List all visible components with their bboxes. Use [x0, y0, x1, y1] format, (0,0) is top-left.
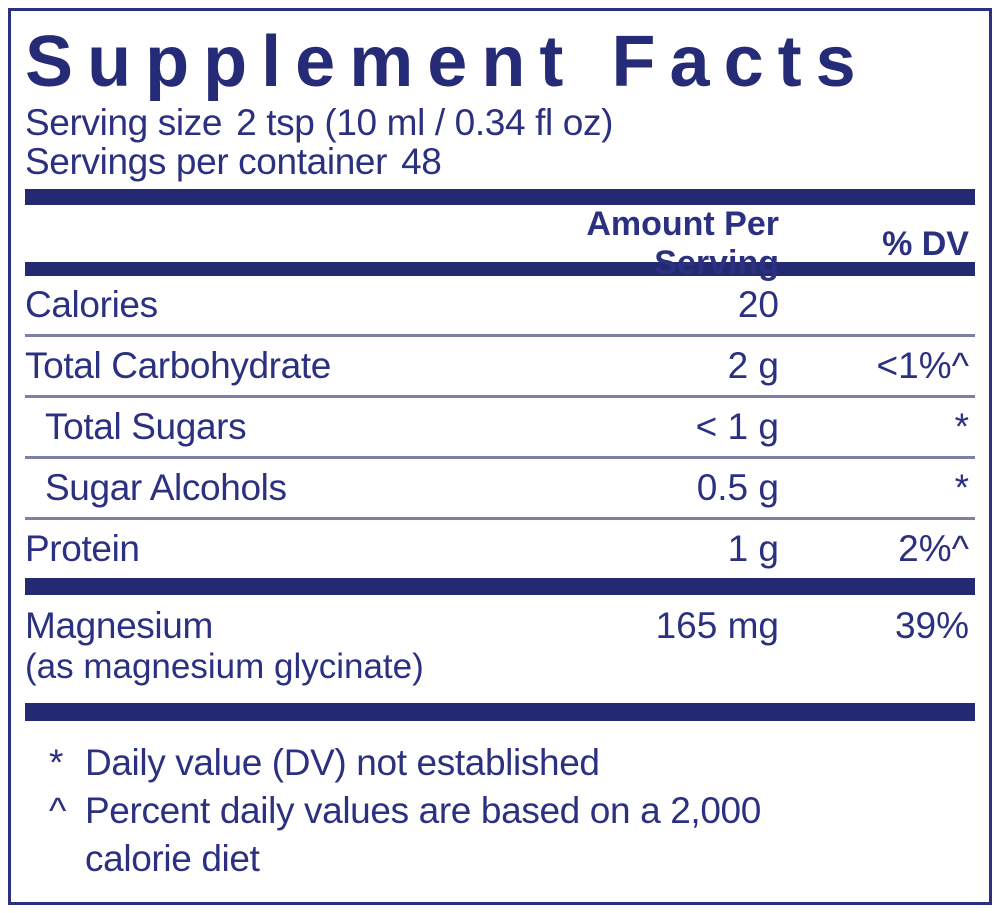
divider-thin: [25, 517, 975, 520]
nutrient-amount: 20: [737, 284, 779, 325]
nutrient-name: Calories: [25, 284, 158, 325]
footnote-marker-asterisk: *: [49, 742, 64, 783]
panel-content: Supplement Facts Serving size 2 tsp (10 m…: [11, 21, 989, 883]
footnote-marker-caret: ^: [49, 790, 66, 831]
nutrient-name: Protein: [25, 528, 140, 569]
nutrient-amount: 1 g: [727, 528, 779, 569]
divider-thick-above-magnesium: [25, 578, 975, 595]
nutrient-name-block: Magnesium (as magnesium glycinate): [25, 605, 519, 687]
servings-per-container-label: Servings per container: [25, 141, 388, 182]
divider-thin: [25, 334, 975, 337]
serving-size-value: 2 tsp (10 ml / 0.34 fl oz): [236, 102, 614, 143]
nutrient-name: Sugar Alcohols: [45, 467, 287, 508]
serving-size-label: Serving size: [25, 102, 223, 143]
nutrient-amount: 2 g: [727, 345, 779, 386]
footnote-text: Percent daily values are based on a 2,00…: [85, 790, 761, 879]
divider-thick-above-footnotes: [25, 703, 975, 721]
nutrient-amount: 0.5 g: [696, 467, 779, 508]
nutrient-dv: <1%^: [876, 345, 969, 386]
header-percent-dv: % DV: [882, 224, 969, 263]
nutrient-name: Total Sugars: [45, 406, 247, 447]
panel-title: Supplement Facts: [25, 22, 870, 102]
serving-size-line: Serving size 2 tsp (10 ml / 0.34 fl oz): [25, 103, 975, 142]
divider-thick-below-header: [25, 262, 975, 276]
nutrient-amount: < 1 g: [695, 406, 779, 447]
divider-thin: [25, 395, 975, 398]
nutrient-dv: *: [954, 406, 969, 447]
servings-per-container-line: Servings per container 48: [25, 142, 975, 181]
divider-thin: [25, 456, 975, 459]
nutrient-amount: 165 mg: [655, 605, 779, 646]
footnote-dv-not-established: * Daily value (DV) not established: [49, 739, 975, 787]
nutrient-name: Magnesium: [25, 605, 213, 646]
divider-thick-top: [25, 189, 975, 205]
table-row-total-carbohydrate: Total Carbohydrate 2 g <1%^: [25, 337, 975, 395]
nutrient-dv: 2%^: [898, 528, 969, 569]
table-row-calories: Calories 20: [25, 276, 975, 334]
footnote-text: Daily value (DV) not established: [85, 742, 600, 783]
table-row-sugar-alcohols: Sugar Alcohols 0.5 g *: [25, 459, 975, 517]
nutrient-name: Total Carbohydrate: [25, 345, 331, 386]
servings-per-container-value: 48: [401, 141, 442, 182]
table-row-protein: Protein 1 g 2%^: [25, 520, 975, 578]
table-row-magnesium: Magnesium (as magnesium glycinate) 165 m…: [25, 595, 975, 703]
footnotes-section: * Daily value (DV) not established ^ Per…: [25, 739, 975, 883]
table-row-total-sugars: Total Sugars < 1 g *: [25, 398, 975, 456]
header-amount-per-serving: Amount Per Serving: [586, 205, 779, 282]
table-header-row: Amount Per Serving % DV: [25, 205, 975, 282]
footnote-percent-daily-values: ^ Percent daily values are based on a 2,…: [49, 787, 975, 883]
nutrient-source: (as magnesium glycinate): [25, 647, 424, 686]
nutrient-dv: *: [954, 467, 969, 508]
nutrient-dv: 39%: [894, 605, 969, 646]
supplement-facts-panel: Supplement Facts Serving size 2 tsp (10 m…: [8, 8, 992, 905]
